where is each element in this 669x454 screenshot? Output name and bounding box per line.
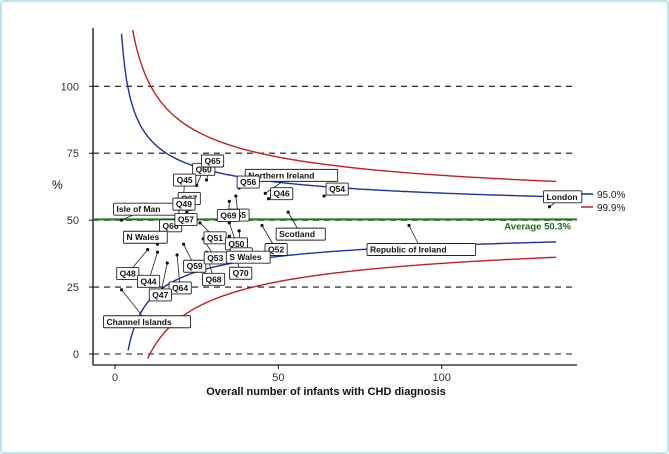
- data-point: [155, 250, 160, 254]
- data-point: [263, 191, 267, 195]
- upper-limit-999-curve: [131, 30, 556, 183]
- point-label: Q44: [140, 276, 156, 286]
- point-label: Q45: [177, 175, 193, 185]
- data-point: [146, 247, 150, 252]
- point-label: Q52: [268, 245, 284, 255]
- data-point: [119, 218, 124, 222]
- legend-label: 95.0%: [597, 190, 625, 201]
- point-label-box: [229, 266, 253, 280]
- point-label-box: [202, 272, 226, 286]
- point-label: Northern Ireland: [248, 170, 314, 180]
- point-label-box: [123, 230, 168, 244]
- point-label: Channel Islands: [107, 317, 172, 327]
- point-label: N Wales: [126, 232, 159, 242]
- x-tick-label: 100: [432, 372, 450, 384]
- lower-limit-95-curve: [127, 241, 557, 351]
- x-tick-label: 0: [112, 372, 118, 384]
- point-label: Q64: [172, 283, 188, 293]
- point-label-box: [201, 154, 225, 168]
- y-tick-label: 50: [67, 215, 79, 227]
- data-point: [237, 229, 241, 233]
- data-point: [286, 210, 290, 214]
- point-label: Q65: [204, 156, 220, 166]
- y-tick-label: 75: [67, 148, 79, 160]
- point-label-box: [148, 288, 172, 302]
- point-label-box: [275, 227, 326, 241]
- point-label-box: [183, 259, 207, 273]
- point-label: Q46: [274, 189, 290, 199]
- point-label: Q70: [233, 268, 249, 278]
- point-label-box: [216, 208, 240, 222]
- point-label: Q57: [178, 214, 194, 224]
- lower-limit-999-curve: [147, 256, 557, 359]
- point-label: Republic of Ireland: [370, 245, 447, 255]
- data-point: [119, 288, 124, 292]
- point-label: Q54: [329, 184, 345, 194]
- point-label: Scotland: [279, 229, 315, 239]
- data-point: [547, 205, 552, 209]
- data-point: [227, 221, 231, 225]
- data-point: [185, 210, 189, 214]
- point-label-box: [543, 190, 583, 204]
- point-label: Q69: [220, 210, 236, 220]
- point-label-box: [137, 274, 161, 288]
- data-point: [227, 234, 231, 238]
- point-label-box: [168, 281, 192, 295]
- legend-label: 99.9%: [597, 203, 625, 214]
- point-label-box: [325, 182, 349, 196]
- point-label-box: [244, 168, 339, 182]
- y-axis-label: %: [52, 178, 63, 192]
- point-label-box: [103, 315, 191, 329]
- point-label: Q66: [163, 221, 179, 231]
- y-tick-label: 0: [73, 349, 79, 361]
- point-label: Q59: [187, 261, 203, 271]
- data-point: [175, 253, 179, 257]
- data-point: [266, 197, 271, 201]
- point-label: Q51: [207, 233, 223, 243]
- point-label-box: [236, 175, 260, 189]
- point-label-box: [225, 250, 271, 264]
- point-label: Q56: [240, 177, 256, 187]
- point-label: Isle of Man: [117, 204, 161, 214]
- point-label: Q68: [205, 274, 221, 284]
- point-label-box: [270, 187, 294, 201]
- point-label-box: [174, 213, 198, 226]
- x-axis-title: Overall number of infants with CHD diagn…: [206, 386, 446, 398]
- point-label: Q53: [207, 253, 223, 263]
- point-label-box: [116, 267, 140, 281]
- data-point: [407, 223, 411, 228]
- data-point: [322, 194, 326, 198]
- point-label-box: [366, 243, 477, 256]
- point-label-box: [172, 197, 196, 211]
- average-label: Average 50.3%: [504, 221, 571, 232]
- data-point: [198, 221, 202, 225]
- point-label: Q47: [152, 290, 168, 300]
- y-tick-label: 25: [67, 282, 79, 294]
- point-label-box: [173, 173, 197, 187]
- point-label: Q60: [196, 164, 212, 174]
- point-label: London: [546, 192, 577, 202]
- point-label: Q49: [176, 199, 192, 209]
- data-point: [227, 199, 231, 204]
- data-point: [165, 261, 169, 265]
- point-label: Q50: [228, 239, 244, 249]
- point-label: S Wales: [229, 252, 262, 262]
- data-point: [204, 178, 209, 182]
- point-label: Q48: [120, 269, 136, 279]
- x-tick-label: 50: [272, 372, 284, 384]
- data-point: [234, 194, 238, 198]
- y-tick-label: 100: [61, 81, 79, 93]
- data-point: [260, 223, 264, 228]
- upper-limit-95-curve: [120, 33, 557, 198]
- data-point: [182, 242, 186, 246]
